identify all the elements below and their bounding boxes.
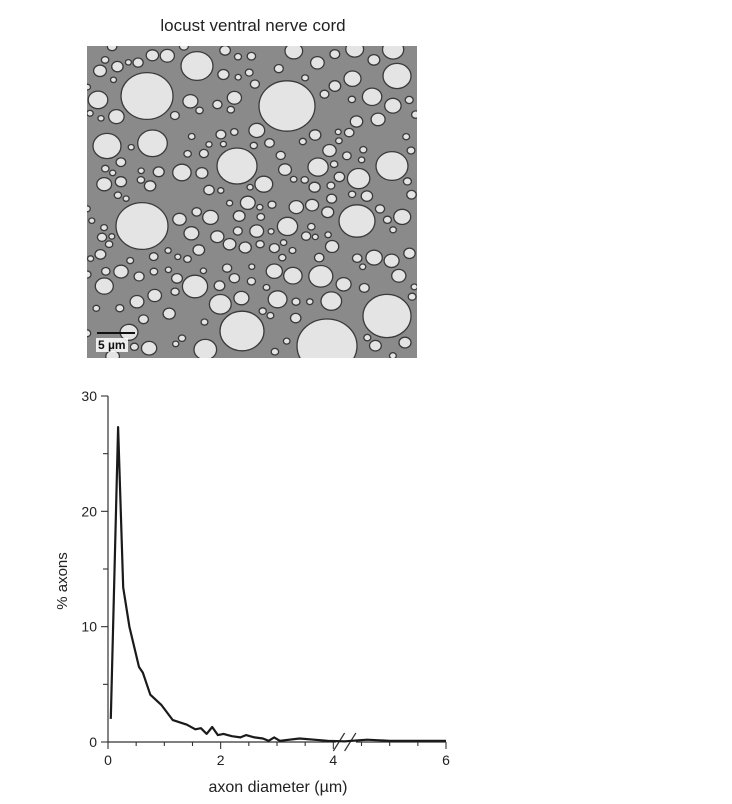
- axon-diameter-chart: 0 10 20 30 0 2 4 6 % axons axon diameter (µm): [54, 388, 450, 796]
- scale-bar: [97, 332, 135, 334]
- y-axis-label: % axons: [54, 552, 71, 610]
- x-tick-label: 2: [217, 752, 225, 768]
- y-tick-label: 20: [81, 503, 97, 519]
- figure-title: locust ventral nerve cord: [160, 16, 346, 35]
- x-tick-label: 4: [329, 752, 337, 768]
- scale-bar-label: 5 µm: [96, 338, 128, 352]
- micrograph-image: 5 µm: [87, 46, 417, 358]
- series-line: [109, 426, 446, 743]
- y-tick-label: 10: [81, 619, 97, 635]
- x-tick-label: 6: [442, 752, 450, 768]
- micrograph-texture: [87, 46, 417, 358]
- y-tick-label: 30: [81, 388, 97, 404]
- x-axis-label: axon diameter (µm): [208, 779, 347, 796]
- y-tick-label: 0: [89, 734, 97, 750]
- x-tick-label: 0: [104, 752, 112, 768]
- chart-axes: 0 10 20 30 0 2 4 6: [81, 388, 450, 768]
